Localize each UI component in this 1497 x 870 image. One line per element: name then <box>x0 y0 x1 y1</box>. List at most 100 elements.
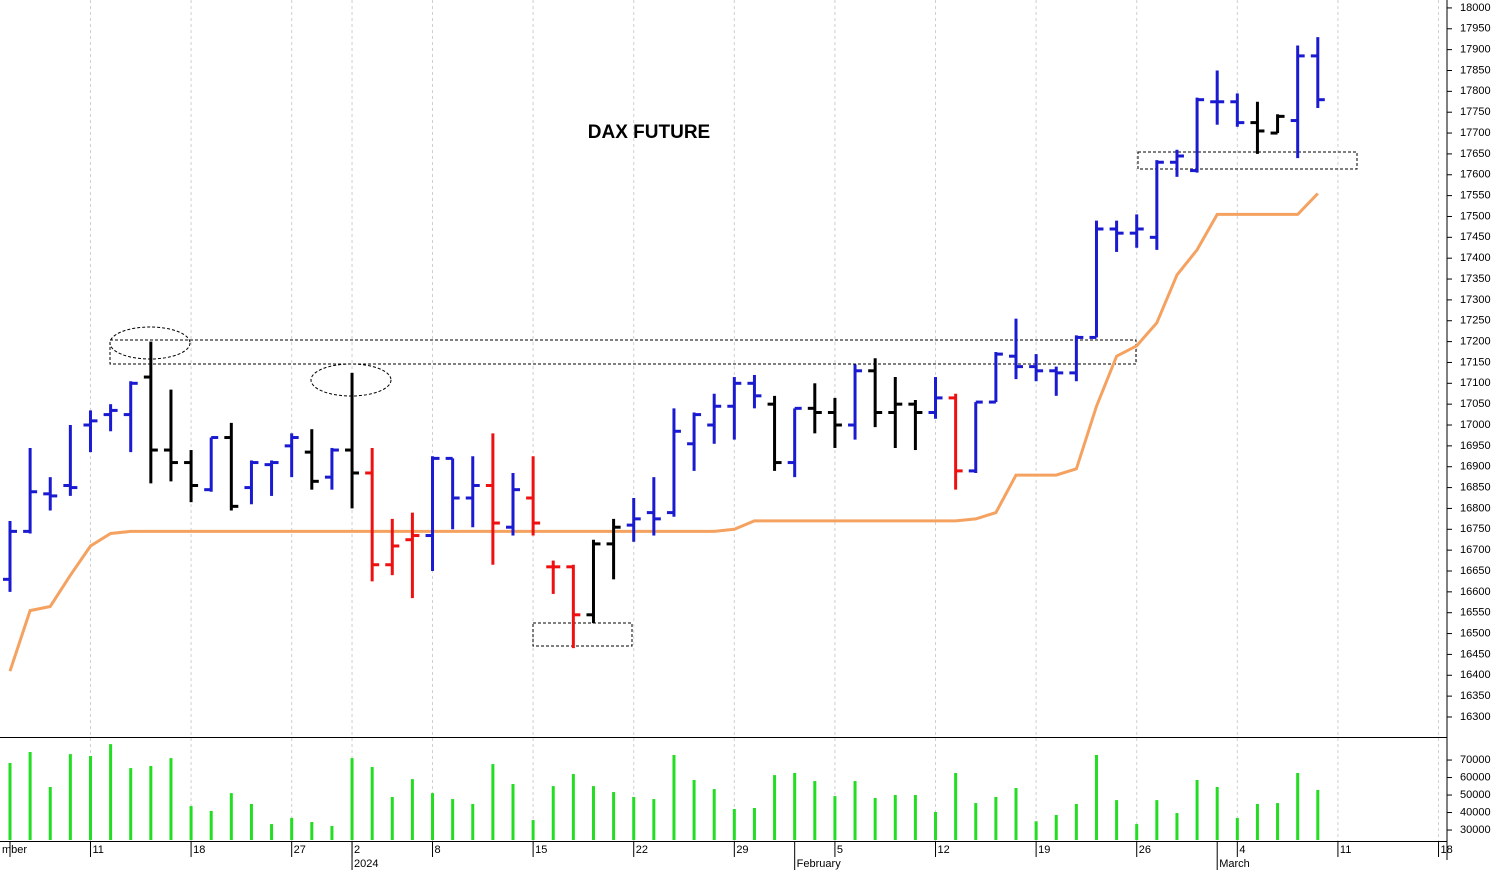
x-tick-label: 15 <box>535 844 547 856</box>
volume-bar <box>1215 786 1219 840</box>
y-tick-label: 17150 <box>1460 356 1491 368</box>
volume-tick-label: 70000 <box>1460 754 1491 766</box>
y-tick-label: 17600 <box>1460 169 1491 181</box>
y-tick-label: 16700 <box>1460 544 1491 556</box>
volume-bar <box>1155 800 1159 840</box>
volume-bar <box>270 824 274 840</box>
volume-bar <box>8 763 12 840</box>
volume-bar <box>1094 754 1098 840</box>
volume-bar <box>1054 814 1058 840</box>
volume-bar <box>149 765 153 840</box>
volume-bar <box>934 812 938 840</box>
volume-bar <box>672 754 676 840</box>
y-tick-label: 16350 <box>1460 690 1491 702</box>
y-tick-label: 17650 <box>1460 148 1491 160</box>
y-tick-label: 16950 <box>1460 440 1491 452</box>
y-tick-label: 17400 <box>1460 252 1491 264</box>
volume-bar <box>652 799 656 840</box>
volume-bar <box>129 768 133 840</box>
chart-title: DAX FUTURE <box>588 122 710 143</box>
x-tick-label: 2 <box>354 844 360 856</box>
y-tick-label: 16650 <box>1460 565 1491 577</box>
support-box <box>1137 151 1358 170</box>
resistance-box <box>109 339 1137 365</box>
volume-bar <box>209 810 213 840</box>
y-tick-label: 16400 <box>1460 669 1491 681</box>
moving-average-line <box>8 192 1319 672</box>
volume-tick-label: 40000 <box>1460 806 1491 818</box>
y-tick-label: 16750 <box>1460 523 1491 535</box>
y-tick-label: 17500 <box>1460 210 1491 222</box>
y-tick-label: 16850 <box>1460 481 1491 493</box>
y-tick-label: 17250 <box>1460 315 1491 327</box>
x-tick-label: 11 <box>92 844 103 856</box>
y-tick-label: 18000 <box>1460 2 1491 14</box>
volume-bar <box>1195 779 1199 840</box>
volume-bar <box>1296 772 1300 840</box>
month-label: February <box>797 858 842 870</box>
volume-bar <box>169 758 173 840</box>
x-tick-label: 5 <box>837 844 843 856</box>
volume-bar <box>612 792 616 840</box>
x-tick-label: 12 <box>938 844 950 856</box>
volume-bar <box>330 826 334 840</box>
volume-tick-label: 30000 <box>1460 824 1491 836</box>
volume-bar <box>511 784 515 840</box>
y-tick-label: 17350 <box>1460 273 1491 285</box>
x-tick-label: 4 <box>1239 844 1245 856</box>
y-tick-label: 17850 <box>1460 64 1491 76</box>
volume-bar <box>1316 789 1320 840</box>
volume-bar <box>853 781 857 840</box>
volume-bar <box>28 751 32 840</box>
volume-bar <box>350 758 354 840</box>
volume-bar <box>833 796 837 840</box>
x-tick-label: 22 <box>636 844 648 856</box>
x-tick-label: 19 <box>1038 844 1050 856</box>
volume-bar <box>531 820 535 840</box>
volume-bar <box>491 764 495 840</box>
x-tick-label: 11 <box>1340 844 1351 856</box>
y-tick-label: 16550 <box>1460 607 1491 619</box>
volume-bar <box>893 795 897 840</box>
volume-bar <box>692 779 696 840</box>
volume-bar <box>88 756 92 840</box>
volume-bar <box>451 799 455 840</box>
volume-bar <box>109 744 113 840</box>
volume-bar <box>249 803 253 840</box>
y-tick-label: 17550 <box>1460 190 1491 202</box>
volume-bar <box>1074 803 1078 840</box>
marks <box>3 37 1325 840</box>
volume-bar <box>1034 821 1038 840</box>
y-tick-label: 16900 <box>1460 461 1491 473</box>
x-tick-label: 18 <box>1441 844 1453 856</box>
volume-bar <box>712 789 716 840</box>
x-tick-label: 18 <box>193 844 205 856</box>
volume-bar <box>813 781 817 840</box>
volume-tick-label: 50000 <box>1460 789 1491 801</box>
y-tick-label: 17800 <box>1460 85 1491 97</box>
volume-bar <box>571 774 575 840</box>
low-box <box>532 622 633 647</box>
volume-bar <box>1175 813 1179 840</box>
x-tick-label: mber <box>2 844 27 856</box>
month-label: 2024 <box>354 858 378 870</box>
y-tick-label: 17900 <box>1460 44 1491 56</box>
y-tick-label: 16450 <box>1460 648 1491 660</box>
volume-bar <box>290 817 294 840</box>
volume-bar <box>1235 817 1239 840</box>
y-tick-label: 16500 <box>1460 627 1491 639</box>
volume-bar <box>390 796 394 840</box>
volume-bar <box>551 786 555 840</box>
volume-bar <box>410 779 414 840</box>
volume-bar <box>68 754 72 840</box>
volume-bar <box>48 786 52 840</box>
x-tick-label: 26 <box>1139 844 1151 856</box>
volume-bar <box>632 796 636 840</box>
volume-bar <box>954 772 958 840</box>
volume-bar <box>773 775 777 840</box>
volume-bar <box>1276 803 1280 840</box>
y-tick-label: 17750 <box>1460 106 1491 118</box>
